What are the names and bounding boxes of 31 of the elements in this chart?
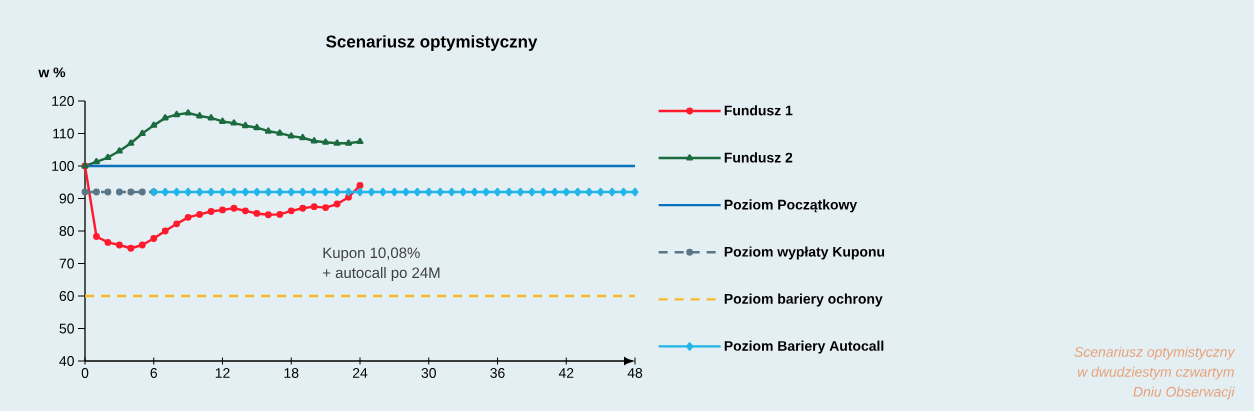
legend-label: Poziom Bariery Autocall — [724, 340, 884, 354]
y-tick-label: 90 — [59, 193, 74, 204]
x-tick-label: 42 — [558, 368, 574, 378]
x-tick-label: 30 — [421, 368, 436, 378]
text: Dniu Obserwacji — [1133, 386, 1235, 400]
y-tick-label: 110 — [53, 128, 74, 139]
legend-label: Poziom wypłaty Kuponu — [724, 246, 885, 260]
x-tick-label: 48 — [627, 368, 643, 378]
y-axis-title: w % — [38, 67, 66, 78]
legend-label: Poziom Początkowy — [724, 199, 858, 213]
annotation: Kupon 10,08% — [323, 247, 420, 262]
annotation: + autocall po 24M — [323, 267, 440, 281]
text: w dwudziestym czwartym — [1077, 366, 1234, 380]
y-tick-label: 50 — [59, 323, 74, 334]
y-tick-label: 120 — [52, 96, 74, 106]
x-tick-label: 6 — [150, 368, 158, 378]
y-tick-label: 80 — [59, 226, 74, 236]
y-tick-label: 40 — [59, 356, 74, 366]
x-tick-label: 12 — [215, 368, 230, 378]
text: Scenariusz optymistyczny — [1074, 346, 1236, 360]
y-tick-label: 60 — [59, 291, 74, 301]
x-tick-label: 36 — [490, 368, 505, 378]
x-tick-label: 24 — [352, 368, 368, 378]
legend-label: Fundusz 1 — [724, 105, 793, 116]
legend-label: Poziom bariery ochrony — [724, 293, 883, 307]
x-tick-label: 0 — [81, 368, 89, 378]
y-tick-label: 100 — [52, 161, 74, 171]
legend-label: Fundusz 2 — [724, 152, 793, 163]
x-tick-label: 18 — [284, 368, 299, 378]
y-tick-label: 70 — [59, 258, 74, 269]
chart-title: Scenariusz optymistyczny — [326, 35, 538, 51]
